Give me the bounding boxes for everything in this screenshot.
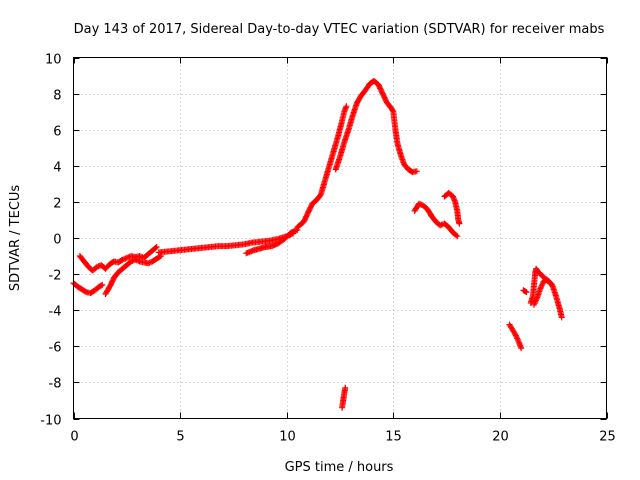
x-tick-label: 5 (176, 430, 184, 445)
data-point (453, 232, 460, 239)
x-tick-label: 25 (599, 430, 616, 445)
grid (73, 57, 607, 419)
plot-frame (73, 57, 607, 419)
data-point (456, 220, 463, 227)
data-point (547, 280, 553, 287)
y-tick-label: 0 (53, 233, 61, 248)
x-tick-label: 15 (385, 430, 402, 445)
data-point (389, 107, 396, 114)
y-tick-label: 10 (45, 53, 62, 68)
data-point (413, 168, 420, 175)
x-tick-label: 10 (279, 430, 296, 445)
data-point (157, 253, 164, 259)
data-point (342, 384, 349, 391)
x-tick-label: 20 (492, 430, 509, 445)
data-point (546, 279, 553, 286)
x-tick-label: 0 (70, 430, 78, 445)
data-point (454, 233, 461, 240)
data-point (518, 345, 525, 352)
data-series (70, 78, 565, 411)
y-tick-label: 2 (53, 197, 61, 212)
x-axis-label: GPS time / hours (285, 460, 394, 475)
data-point (99, 281, 106, 288)
y-tick-label: -6 (49, 341, 62, 356)
y-axis-label: SDTVAR / TECUs (8, 185, 23, 292)
y-tick-label: 4 (53, 161, 61, 176)
y-tick-label: -10 (40, 414, 61, 429)
data-point (558, 314, 565, 321)
data-point (343, 103, 350, 110)
y-tick-label: 8 (53, 89, 61, 104)
data-point (523, 289, 530, 296)
axis-ticks: 0 5 10 15 20 25 -10 -8 -6 -4 -2 0 2 4 6 8 10 (40, 53, 616, 445)
chart-title: Day 143 of 2017, Sidereal Day-to-day VTE… (74, 22, 605, 37)
data-point (152, 244, 159, 251)
y-tick-label: 6 (53, 125, 61, 140)
data-point (153, 244, 160, 250)
y-tick-label: -4 (49, 305, 62, 320)
y-tick-label: -2 (49, 269, 62, 284)
y-tick-label: -8 (49, 377, 62, 392)
